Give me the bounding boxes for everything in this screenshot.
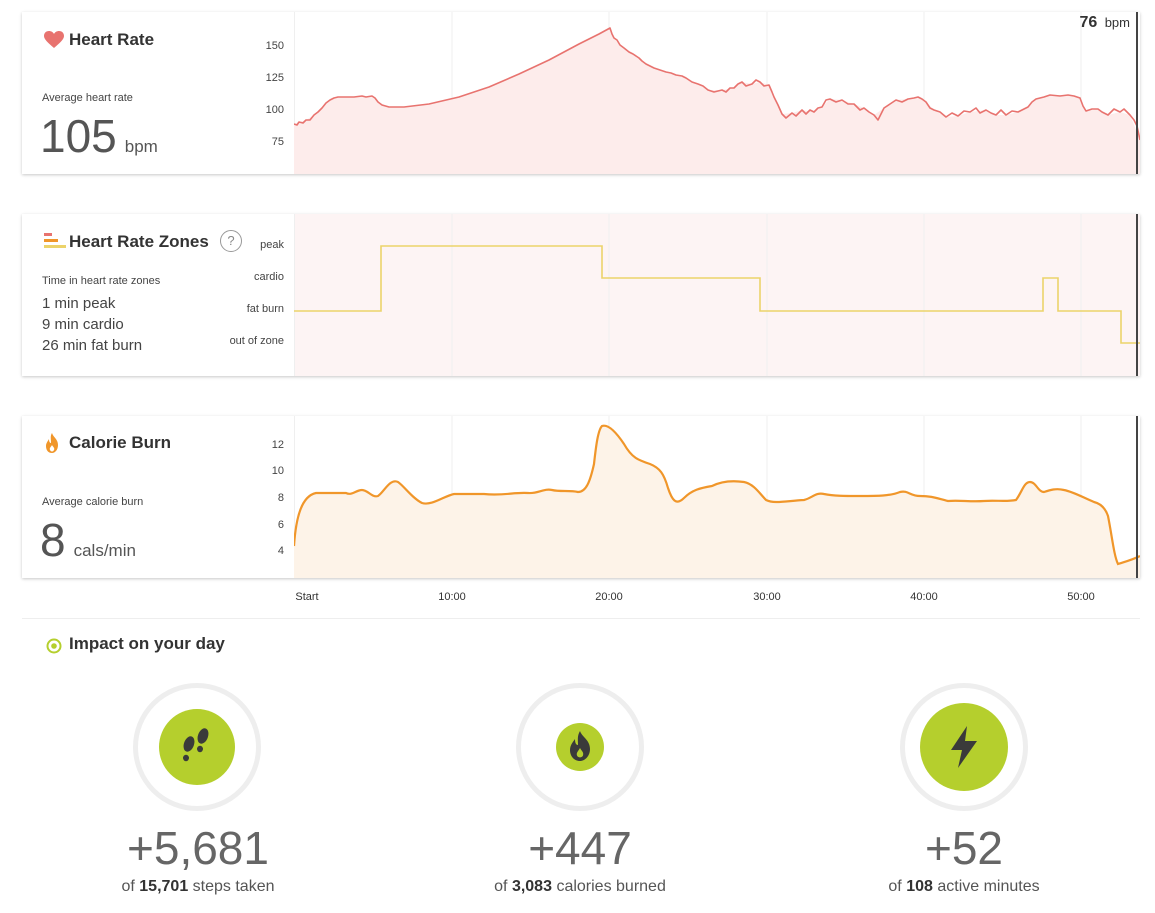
calories-total: 3,083 — [511, 878, 552, 895]
heart-rate-chart[interactable] — [294, 12, 1140, 174]
calories-suffix: calories burned — [556, 878, 666, 895]
active-minutes-ring — [900, 683, 1028, 811]
section-divider — [22, 618, 1140, 619]
calories-of: of — [494, 878, 508, 895]
zone-level-label: fat burn — [246, 303, 284, 315]
zones-step-line — [294, 245, 1140, 344]
bolt-icon — [951, 726, 977, 768]
calorie-burn-card: Calorie Burn Average calorie burn 8 cals/… — [22, 416, 1140, 578]
steps-disc — [159, 709, 235, 785]
steps-suffix: steps taken — [192, 878, 275, 895]
zone-summary-peak: 1 min peak — [42, 295, 116, 312]
current-heart-rate-unit: bpm — [1104, 15, 1130, 30]
cal-ytick: 10 — [271, 465, 284, 477]
zones-title: Heart Rate Zones — [69, 232, 209, 251]
cal-ytick: 8 — [277, 492, 284, 504]
x-axis-label: 30:00 — [753, 591, 781, 603]
zone-level-label: peak — [260, 239, 284, 251]
current-heart-rate-value: 76 — [1079, 14, 1098, 31]
calories-summary: of 3,083 calories burned — [430, 878, 730, 896]
steps-total: 15,701 — [139, 878, 189, 895]
active-minutes-value: +52 — [924, 822, 1004, 874]
zone-level-label: out of zone — [229, 335, 284, 347]
zones-help-button[interactable]: ? — [220, 230, 242, 252]
calorie-burn-title: Calorie Burn — [69, 433, 172, 452]
avg-calorie-value: 8 cals/min — [40, 513, 136, 567]
zone-summary-fatburn: 26 min fat burn — [42, 337, 143, 354]
zones-bars-icon — [44, 233, 66, 248]
impact-title: Impact on your day — [69, 634, 225, 653]
heart-rate-line — [294, 27, 1140, 141]
avg-calorie-unit: cals/min — [73, 541, 136, 560]
x-axis-label: 10:00 — [438, 591, 466, 603]
heart-rate-zones-card: Heart Rate Zones ? Time in heart rate zo… — [22, 214, 1140, 376]
footsteps-icon — [183, 728, 209, 762]
hr-ytick: 125 — [265, 72, 284, 84]
cal-ytick: 6 — [277, 519, 284, 531]
active-minutes-suffix: active minutes — [937, 878, 1040, 895]
cal-ytick: 4 — [277, 545, 284, 557]
calories-ring — [516, 683, 644, 811]
steps-summary: of 15,701 steps taken — [48, 878, 348, 896]
steps-ring — [133, 683, 261, 811]
hr-ytick: 150 — [265, 40, 284, 52]
target-icon — [46, 638, 62, 654]
avg-heart-rate-label: Average heart rate — [42, 92, 133, 104]
avg-calorie-number: 8 — [40, 514, 66, 566]
x-axis-label: 20:00 — [595, 591, 623, 603]
x-axis-label: Start — [295, 591, 319, 603]
x-axis-label: 40:00 — [910, 591, 938, 603]
active-minutes-summary: of 108 active minutes — [814, 878, 1114, 896]
heart-rate-area — [294, 28, 1140, 174]
calorie-burn-chart[interactable] — [294, 416, 1140, 578]
avg-calorie-label: Average calorie burn — [42, 496, 144, 508]
hr-ytick: 100 — [265, 104, 284, 116]
calories-value: +447 — [528, 822, 632, 874]
avg-heart-rate-value: 105 bpm — [40, 109, 158, 163]
cal-ytick: 12 — [271, 439, 284, 451]
avg-heart-rate-number: 105 — [40, 110, 117, 162]
avg-heart-rate-unit: bpm — [124, 137, 158, 156]
zone-level-label: cardio — [254, 271, 284, 283]
steps-of: of — [121, 878, 135, 895]
heart-rate-title: Heart Rate — [69, 30, 155, 49]
active-minutes-total: 108 — [906, 878, 933, 895]
current-heart-rate: 76 bpm — [1079, 14, 1130, 32]
heart-rate-zones-chart[interactable] — [294, 214, 1140, 376]
steps-value: +5,681 — [127, 822, 269, 874]
active-minutes-of: of — [888, 878, 902, 895]
calorie-burn-area — [294, 425, 1140, 578]
x-axis-label: 50:00 — [1067, 591, 1095, 603]
heart-icon — [44, 31, 64, 48]
flame-icon — [570, 731, 590, 761]
zone-summary-cardio: 9 min cardio — [42, 316, 124, 333]
calorie-burn-line — [294, 424, 1140, 566]
flame-icon — [46, 433, 58, 453]
heart-rate-card: Heart Rate Average heart rate 105 bpm 150… — [22, 12, 1140, 174]
zones-time-label: Time in heart rate zones — [42, 275, 161, 287]
hr-ytick: 75 — [271, 136, 284, 148]
